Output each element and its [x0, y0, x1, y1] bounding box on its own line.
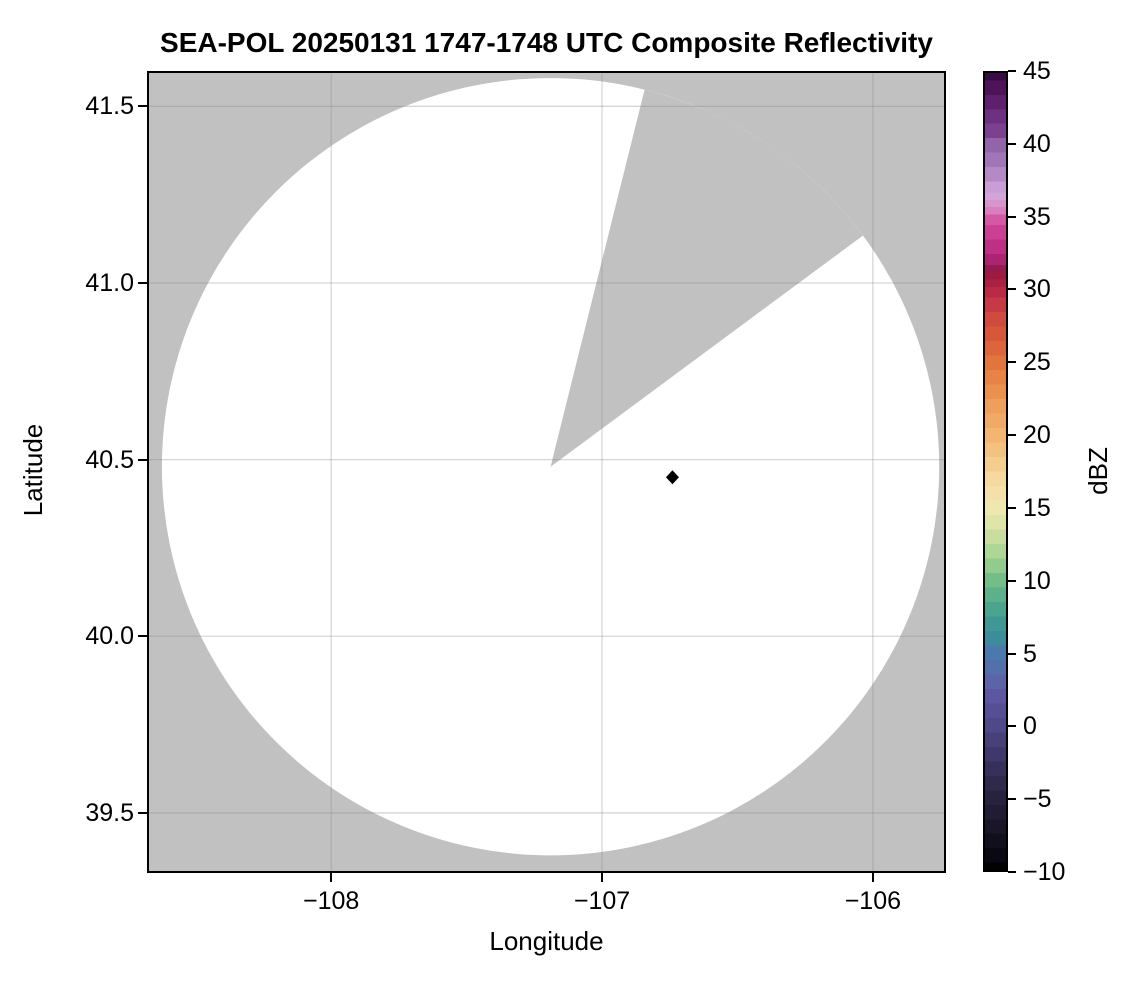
x-axis-label: Longitude: [489, 926, 604, 956]
chart-title: SEA-POL 20250131 1747-1748 UTC Composite…: [160, 27, 933, 58]
x-tick-label: −107: [573, 887, 631, 915]
colorbar-tick-label: 5: [1023, 639, 1037, 668]
plot-frame: [147, 71, 946, 873]
colorbar-tick-label: 45: [1023, 57, 1051, 85]
y-tick-label: 41.0: [85, 268, 134, 297]
y-axis-label: Latitude: [18, 423, 48, 517]
x-tick-label: −106: [844, 887, 902, 915]
radar-map-canvas: [147, 71, 946, 873]
colorbar-tick-label: 30: [1023, 275, 1051, 304]
x-tick-label: −108: [303, 887, 360, 915]
colorbar-tick-mark: [1008, 798, 1016, 801]
colorbar-tick-mark: [1008, 215, 1016, 218]
colorbar-tick-label: 40: [1023, 129, 1051, 158]
site-marker-diamond: [665, 470, 679, 485]
colorbar-tick-mark: [1008, 434, 1016, 437]
y-tick-mark: [138, 811, 147, 814]
blocked-sector-wedge: [550, 89, 863, 467]
y-tick-label: 39.5: [85, 798, 134, 827]
plot-area: [147, 71, 946, 873]
y-tick-label: 40.0: [85, 622, 134, 651]
colorbar-tick-mark: [1008, 142, 1016, 145]
y-tick-mark: [138, 281, 147, 284]
colorbar-tick-mark: [1008, 361, 1016, 364]
x-tick-mark: [871, 873, 874, 882]
y-tick-mark: [138, 635, 147, 638]
colorbar-tick-label: 25: [1023, 348, 1051, 377]
colorbar-tick-label: 0: [1023, 712, 1037, 741]
x-tick-mark: [330, 873, 333, 882]
colorbar-label: dBZ: [1083, 447, 1113, 495]
colorbar-tick-label: 35: [1023, 202, 1051, 231]
colorbar-tick-label: −5: [1023, 785, 1052, 814]
y-tick-mark: [138, 458, 147, 461]
colorbar-gradient: [985, 73, 1006, 870]
colorbar-tick-mark: [1008, 579, 1016, 582]
colorbar-tick-mark: [1008, 288, 1016, 291]
colorbar-tick-mark: [1008, 871, 1016, 873]
y-tick-label: 40.5: [85, 445, 134, 474]
colorbar-tick-label: 15: [1023, 493, 1051, 522]
y-tick-label: 41.5: [85, 92, 134, 121]
colorbar-tick-label: 10: [1023, 566, 1051, 595]
colorbar-tick-mark: [1008, 70, 1016, 72]
x-tick-mark: [601, 873, 604, 882]
colorbar-tick-label: −10: [1023, 858, 1066, 886]
colorbar: [983, 71, 1008, 872]
colorbar-tick-mark: [1008, 506, 1016, 509]
colorbar-tick-label: 20: [1023, 421, 1051, 450]
colorbar-tick-mark: [1008, 725, 1016, 728]
colorbar-tick-mark: [1008, 652, 1016, 655]
y-tick-mark: [138, 105, 147, 108]
